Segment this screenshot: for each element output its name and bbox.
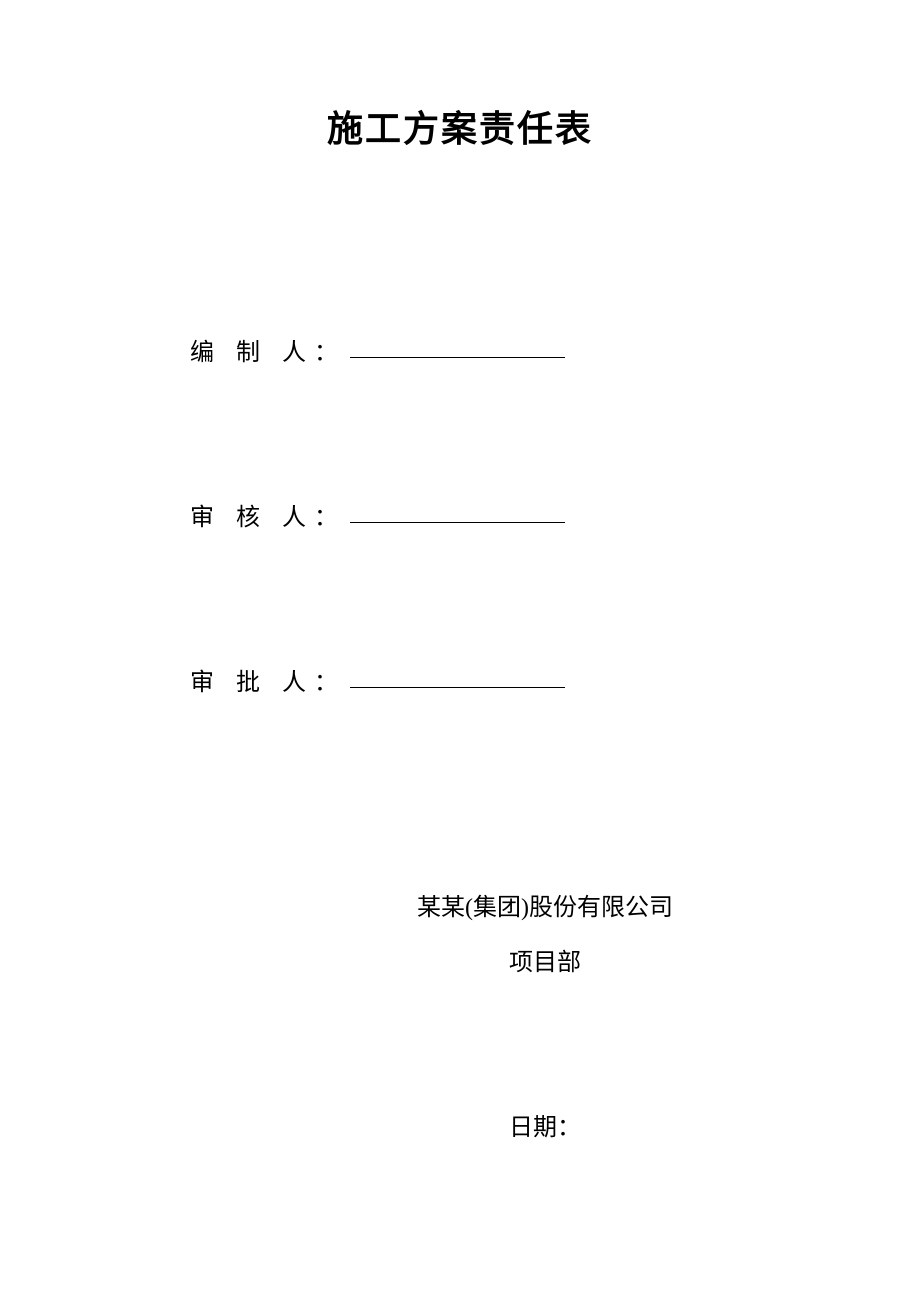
- approver-row: 审 批 人：: [190, 662, 820, 697]
- document-title: 施工方案责任表: [100, 100, 820, 152]
- company-name: 某某(集团)股份有限公司: [270, 887, 820, 922]
- reviewer-label: 审 核 人：: [190, 497, 346, 532]
- page-container: 施工方案责任表 编 制 人： 审 核 人： 审 批 人： 某某(集团)股份有限公…: [0, 0, 920, 1302]
- approver-line: [350, 687, 565, 688]
- company-block: 某某(集团)股份有限公司 项目部: [100, 887, 820, 977]
- reviewer-line: [350, 522, 565, 523]
- preparer-line: [350, 357, 565, 358]
- footer-section: 某某(集团)股份有限公司 项目部 日期：: [100, 887, 820, 1142]
- preparer-row: 编 制 人：: [190, 332, 820, 367]
- department-name: 项目部: [270, 942, 820, 977]
- signature-section: 编 制 人： 审 核 人： 审 批 人：: [100, 332, 820, 697]
- date-label: 日期：: [509, 1115, 581, 1141]
- reviewer-row: 审 核 人：: [190, 497, 820, 532]
- date-block: 日期：: [100, 1107, 820, 1142]
- preparer-label: 编 制 人：: [190, 332, 346, 367]
- approver-label: 审 批 人：: [190, 662, 346, 697]
